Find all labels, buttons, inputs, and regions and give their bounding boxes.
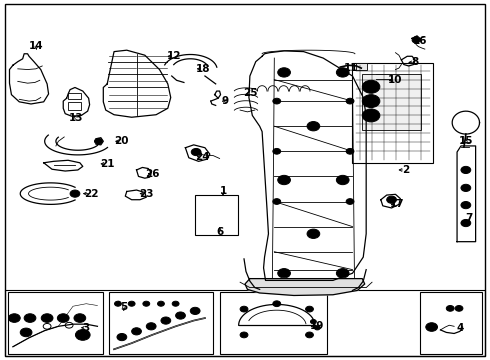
Circle shape (115, 301, 122, 306)
Circle shape (273, 301, 281, 307)
Text: 8: 8 (412, 57, 418, 67)
Circle shape (240, 306, 248, 312)
Bar (8, 292, 103, 354)
Circle shape (278, 68, 291, 77)
Bar (220, 292, 327, 354)
Circle shape (172, 301, 179, 306)
Circle shape (273, 98, 281, 104)
Polygon shape (245, 279, 365, 296)
Text: 12: 12 (167, 51, 181, 61)
Text: 25: 25 (244, 88, 258, 98)
Circle shape (190, 307, 200, 315)
Circle shape (147, 323, 156, 330)
Circle shape (446, 306, 454, 311)
Circle shape (362, 95, 380, 108)
Circle shape (461, 184, 471, 192)
Text: 9: 9 (222, 96, 229, 106)
Text: 26: 26 (145, 168, 159, 179)
Circle shape (273, 148, 281, 154)
Circle shape (273, 199, 281, 204)
Circle shape (311, 319, 317, 324)
Text: 23: 23 (139, 189, 153, 199)
Bar (109, 292, 213, 354)
Bar (362, 74, 421, 130)
Text: 19: 19 (310, 321, 324, 331)
Bar (352, 63, 433, 163)
Text: 11: 11 (344, 63, 359, 73)
Bar (420, 292, 483, 354)
Circle shape (278, 175, 291, 185)
Bar (68, 102, 81, 110)
Circle shape (132, 328, 142, 335)
Text: 13: 13 (69, 113, 84, 123)
Bar (195, 195, 238, 234)
Text: 10: 10 (388, 75, 403, 85)
Text: 24: 24 (195, 152, 209, 162)
Circle shape (117, 333, 127, 341)
Circle shape (161, 317, 171, 324)
Text: 3: 3 (83, 323, 90, 333)
Circle shape (387, 196, 396, 203)
Circle shape (346, 98, 354, 104)
Circle shape (307, 229, 320, 238)
Circle shape (307, 122, 320, 131)
Circle shape (346, 199, 354, 204)
Circle shape (240, 332, 248, 338)
Circle shape (74, 314, 86, 322)
Bar (4, 290, 486, 356)
Circle shape (461, 202, 471, 209)
Text: 20: 20 (115, 136, 129, 146)
Circle shape (306, 306, 314, 312)
Circle shape (306, 332, 314, 338)
Bar (376, 74, 391, 83)
Text: 18: 18 (196, 64, 211, 74)
Text: 14: 14 (29, 41, 44, 50)
Text: 17: 17 (390, 199, 405, 210)
Circle shape (362, 80, 380, 93)
Text: 2: 2 (402, 165, 409, 175)
Text: 1: 1 (220, 186, 227, 196)
Circle shape (75, 329, 90, 340)
Circle shape (191, 148, 201, 156)
Circle shape (362, 109, 380, 122)
Circle shape (128, 301, 135, 306)
Circle shape (143, 301, 150, 306)
Text: 15: 15 (459, 136, 473, 146)
Circle shape (412, 37, 420, 43)
Bar (356, 63, 367, 69)
Circle shape (41, 314, 53, 322)
Circle shape (8, 314, 20, 322)
Circle shape (315, 325, 320, 330)
Circle shape (175, 312, 185, 319)
Circle shape (426, 323, 438, 331)
Bar (68, 93, 81, 99)
Text: 4: 4 (456, 323, 464, 333)
Text: 5: 5 (120, 302, 127, 312)
Circle shape (455, 306, 463, 311)
Circle shape (57, 314, 69, 322)
Text: 21: 21 (100, 159, 115, 169)
Circle shape (336, 269, 349, 278)
Circle shape (278, 269, 291, 278)
Circle shape (158, 301, 164, 306)
Text: 7: 7 (465, 213, 472, 222)
Circle shape (461, 220, 471, 226)
Circle shape (336, 68, 349, 77)
Circle shape (336, 175, 349, 185)
Text: 16: 16 (413, 36, 427, 46)
Circle shape (70, 190, 80, 197)
Circle shape (24, 314, 36, 322)
Text: 6: 6 (216, 227, 223, 237)
Circle shape (20, 328, 32, 337)
Text: 22: 22 (84, 189, 98, 199)
Circle shape (95, 138, 102, 144)
Circle shape (346, 148, 354, 154)
Circle shape (461, 166, 471, 174)
